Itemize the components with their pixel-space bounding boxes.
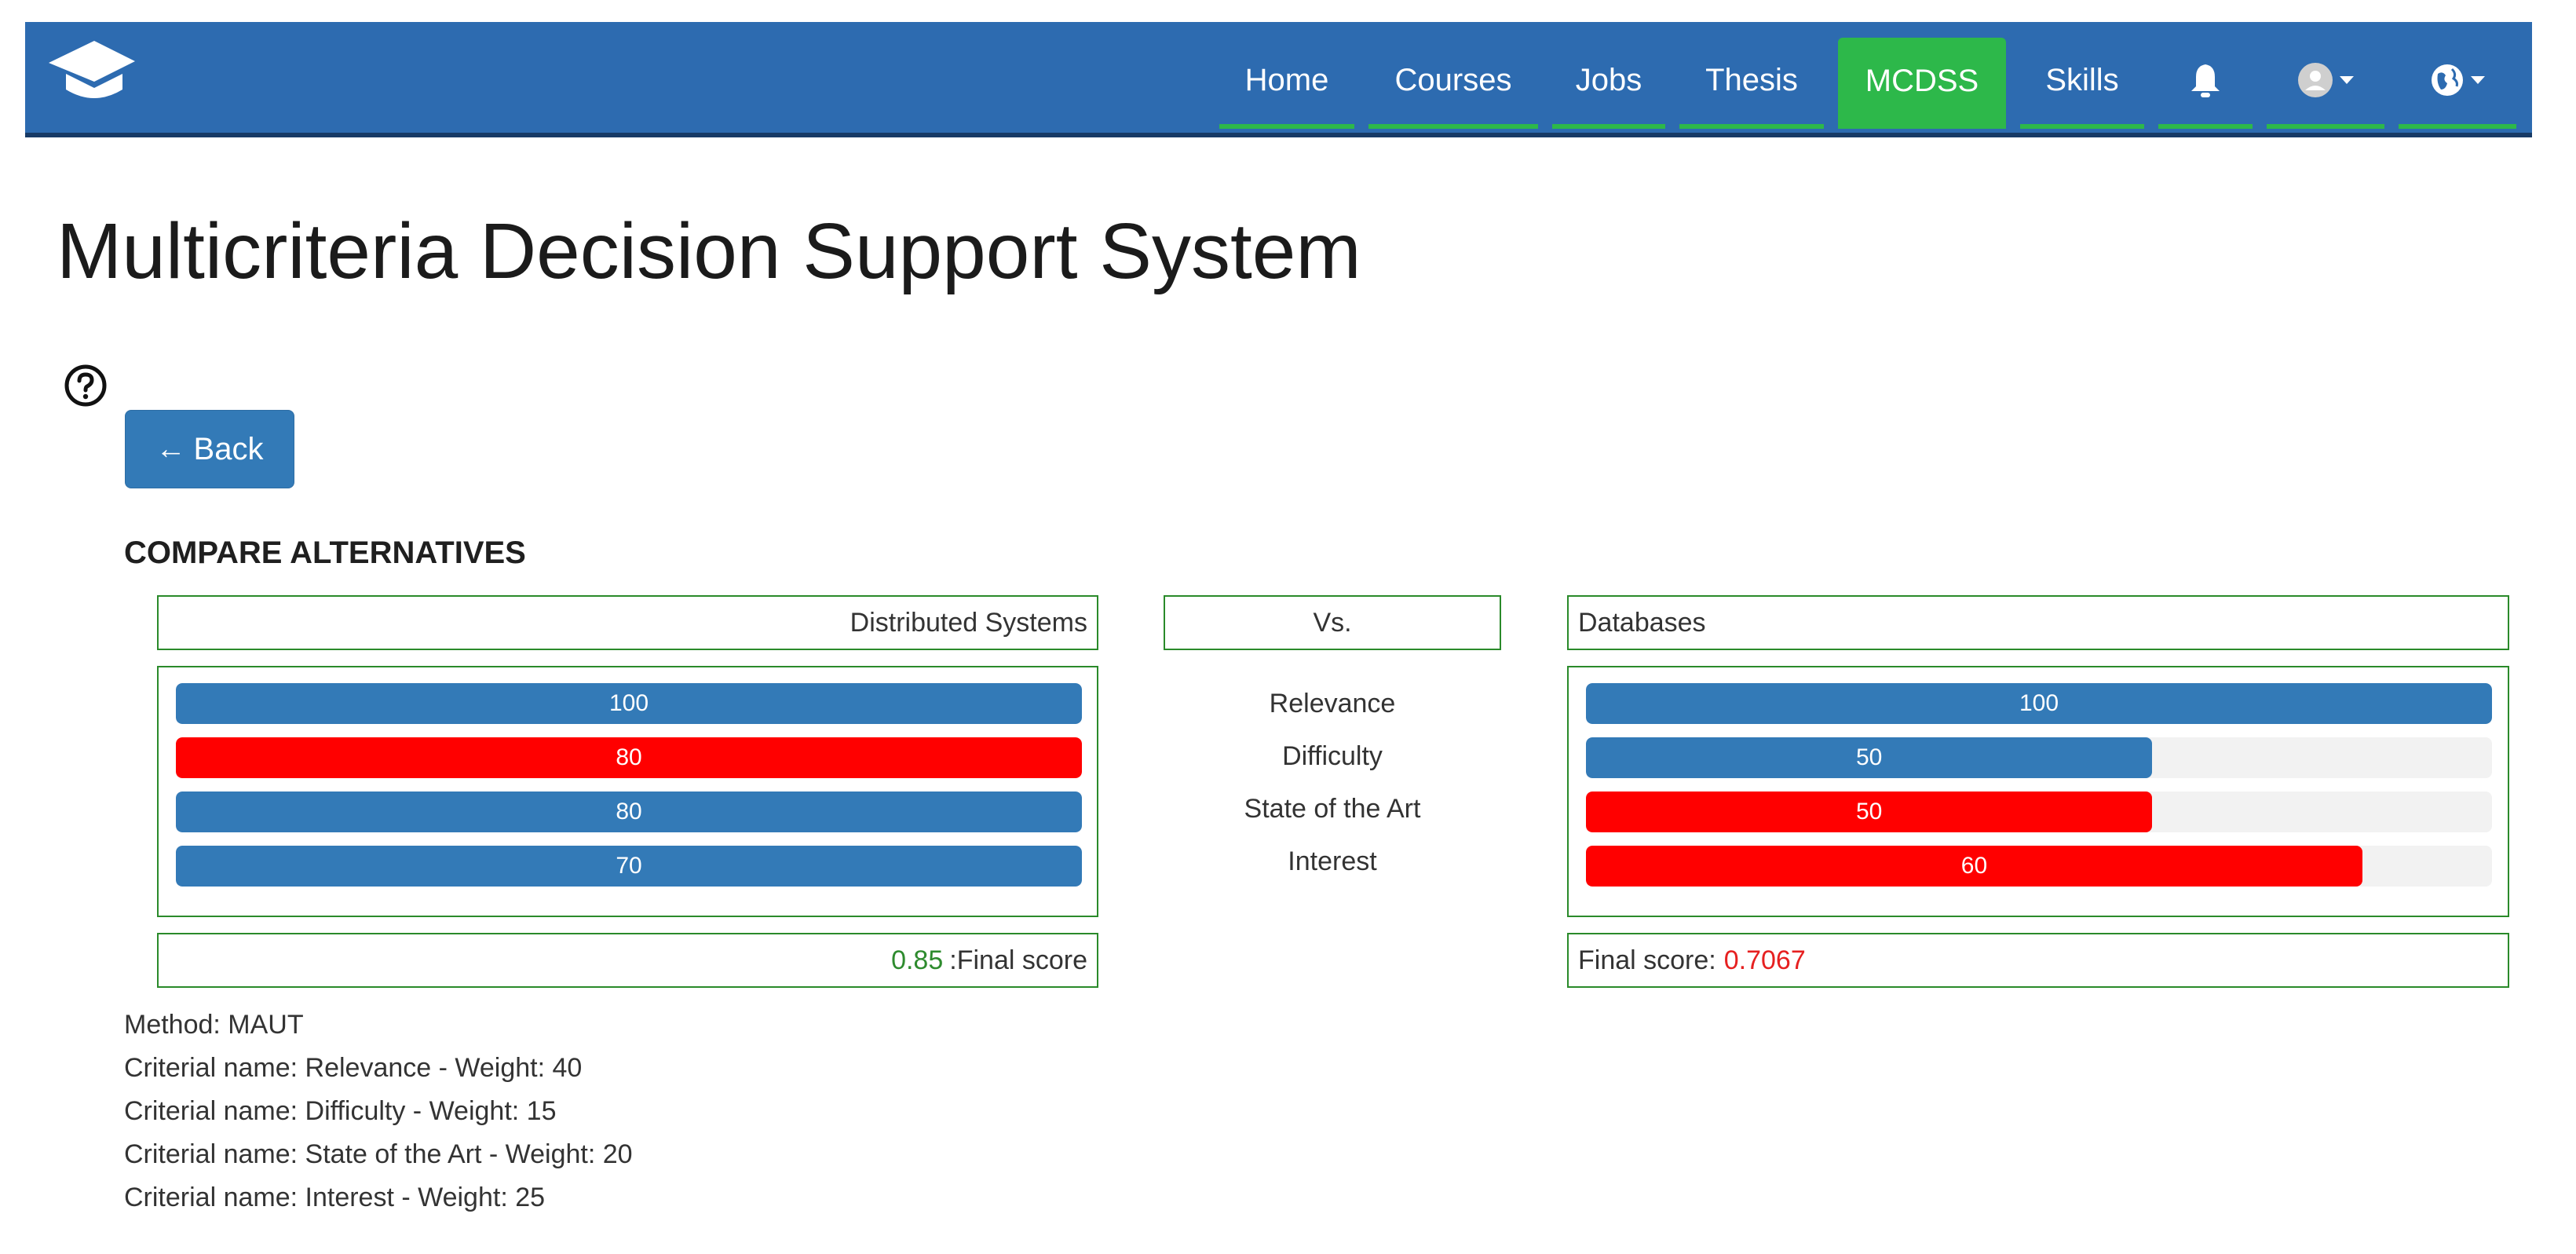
right-final-score-value: 0.7067 xyxy=(1723,945,1806,975)
right-bar-value: 50 xyxy=(1855,799,1883,824)
criterion-weight-line: Criterial name: Difficulty - Weight: 15 xyxy=(124,1096,557,1126)
nav-courses-label: Courses xyxy=(1394,62,1512,97)
nav-jobs[interactable]: Jobs xyxy=(1552,36,1665,129)
right-final-score-label: Final score: xyxy=(1578,945,1716,975)
left-alternative-name-text: Distributed Systems xyxy=(850,607,1087,638)
nav-menu: Home Courses Jobs Thesis MCDSS Skills xyxy=(1219,22,2532,133)
section-title: COMPARE ALTERNATIVES xyxy=(124,536,526,570)
criterion-label: State of the Art xyxy=(1244,794,1421,824)
left-bar-track-3: 70 xyxy=(176,846,1082,887)
right-bar-track-2: 50 xyxy=(1586,792,2492,832)
right-bar-track-3: 60 xyxy=(1586,846,2492,887)
right-criteria-bars: 100 50 50 60 xyxy=(1567,666,2509,917)
right-bar-track-0: 100 xyxy=(1586,683,2492,724)
method-info: Method: MAUT Criterial name: Relevance -… xyxy=(124,1004,633,1219)
nav-language-menu[interactable] xyxy=(2399,36,2516,129)
graduation-cap-logo-icon[interactable] xyxy=(42,35,140,104)
nav-home[interactable]: Home xyxy=(1219,36,1354,129)
left-alternative-name: Distributed Systems xyxy=(157,595,1098,650)
right-final-score: Final score: 0.7067 xyxy=(1567,933,2509,988)
user-avatar-icon xyxy=(2298,63,2333,97)
globe-icon xyxy=(2432,64,2463,96)
criterion-weight-line: Criterial name: Relevance - Weight: 40 xyxy=(124,1053,583,1083)
chevron-down-icon xyxy=(2340,76,2354,84)
chevron-down-icon xyxy=(2471,76,2485,84)
nav-jobs-label: Jobs xyxy=(1575,62,1642,97)
left-bar-value: 80 xyxy=(616,744,642,770)
right-bar-fill: 100 xyxy=(1586,683,2492,724)
criterion-label: Interest xyxy=(1288,846,1377,876)
left-bar-track-1: 80 xyxy=(176,737,1082,778)
left-bar-track-2: 80 xyxy=(176,792,1082,832)
nav-mcdss[interactable]: MCDSS xyxy=(1838,38,2006,129)
arrow-left-icon: ← xyxy=(155,432,186,466)
left-bar-value: 80 xyxy=(616,799,642,824)
left-final-score: 0.85 :Final score xyxy=(157,933,1098,988)
nav-home-label: Home xyxy=(1244,62,1329,97)
right-alternative-name-text: Databases xyxy=(1578,607,1706,638)
criterion-label: Relevance xyxy=(1269,689,1396,718)
left-bar-value: 70 xyxy=(616,853,642,879)
left-final-score-label: :Final score xyxy=(949,945,1087,975)
criterion-label: Difficulty xyxy=(1282,741,1383,771)
bell-icon xyxy=(2191,64,2220,97)
page-title: Multicriteria Decision Support System xyxy=(57,207,1361,295)
right-bar-fill: 50 xyxy=(1586,792,2153,832)
nav-notifications[interactable] xyxy=(2158,36,2253,129)
left-bar-fill: 70 xyxy=(176,846,1082,887)
method-line: Method: MAUT xyxy=(124,1010,304,1040)
right-bar-fill: 50 xyxy=(1586,737,2153,778)
right-bar-value: 100 xyxy=(2019,690,2059,716)
nav-courses[interactable]: Courses xyxy=(1368,36,1538,129)
nav-skills-label: Skills xyxy=(2045,62,2119,97)
left-bar-track-0: 100 xyxy=(176,683,1082,724)
nav-user-menu[interactable] xyxy=(2267,36,2384,129)
right-bar-track-1: 50 xyxy=(1586,737,2492,778)
criterion-weight-line: Criterial name: Interest - Weight: 25 xyxy=(124,1183,546,1212)
top-navbar: Home Courses Jobs Thesis MCDSS Skills xyxy=(25,22,2532,137)
nav-thesis-label: Thesis xyxy=(1705,62,1798,97)
help-icon[interactable] xyxy=(63,363,108,408)
right-alternative-name: Databases xyxy=(1567,595,2509,650)
back-button[interactable]: ← Back xyxy=(125,410,294,488)
criterion-weight-line: Criterial name: State of the Art - Weigh… xyxy=(124,1139,633,1169)
nav-mcdss-label: MCDSS xyxy=(1865,63,1979,98)
left-bar-fill: 100 xyxy=(176,683,1082,724)
back-button-label: Back xyxy=(193,431,264,466)
left-bar-fill: 80 xyxy=(176,792,1082,832)
left-bar-value: 100 xyxy=(608,690,649,716)
right-bar-value: 50 xyxy=(1855,744,1883,770)
left-bar-fill: 80 xyxy=(176,737,1082,778)
right-bar-value: 60 xyxy=(1960,853,1988,879)
vs-label-box: Vs. xyxy=(1164,595,1501,650)
vs-label: Vs. xyxy=(1313,607,1352,638)
left-final-score-value: 0.85 xyxy=(891,945,944,975)
nav-thesis[interactable]: Thesis xyxy=(1679,36,1824,129)
right-bar-fill: 60 xyxy=(1586,846,2362,887)
left-criteria-bars: 100 80 80 70 xyxy=(157,666,1098,917)
nav-skills[interactable]: Skills xyxy=(2020,36,2144,129)
